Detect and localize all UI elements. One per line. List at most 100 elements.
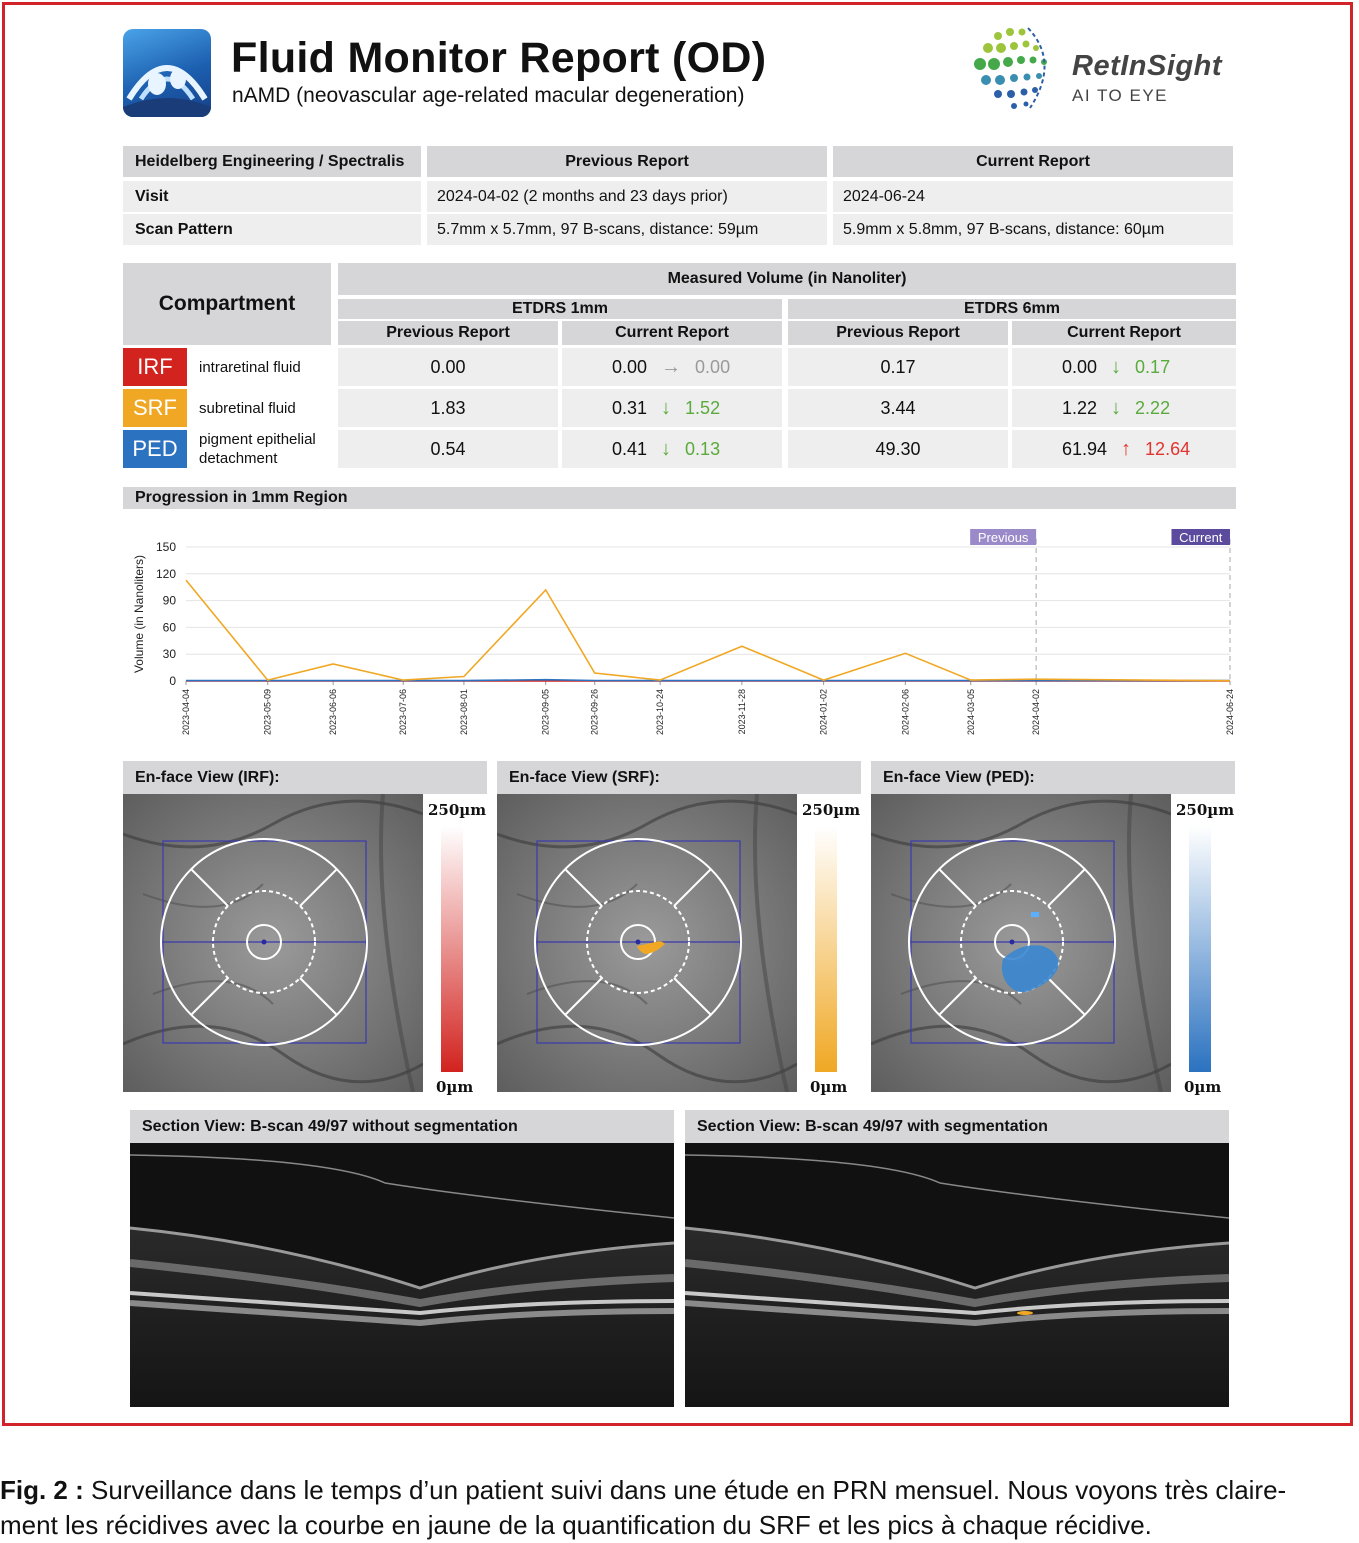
prev-report-header: Previous Report — [427, 146, 827, 177]
scan-pattern-curr: 5.9mm x 5.8mm, 97 B-scans, distance: 60µ… — [833, 214, 1233, 245]
etdrs1-delta-value: 0.00 — [695, 356, 731, 377]
report-frame — [2, 2, 1353, 1426]
marker-label: Previous — [978, 530, 1029, 545]
marker-badge — [970, 529, 1037, 545]
compartment-header: Compartment — [123, 263, 331, 345]
etdrs6-curr-cell: 0.00 ↓ 0.17 — [1012, 348, 1236, 386]
enface-ped-title: En-face View (PED): — [871, 761, 1235, 794]
enface-image — [123, 794, 423, 1092]
device-header: Heidelberg Engineering / Spectralis — [123, 146, 421, 177]
etdrs6-curr-cell: 1.22 ↓ 2.22 — [1012, 389, 1236, 427]
etdrs6-curr-value: 1.22 — [1062, 397, 1098, 418]
x-tick-label: 2024-06-24 — [1225, 689, 1235, 735]
visit-curr: 2024-06-24 — [833, 181, 1233, 212]
series-line-srf — [185, 579, 1231, 682]
etdrs1-prev-value: 0.54 — [338, 430, 558, 468]
etdrs1-curr-value: 0.31 — [612, 397, 648, 418]
y-tick-label: 0 — [169, 674, 176, 688]
etdrs6-delta-value: 2.22 — [1135, 397, 1171, 418]
page-subtitle: nAMD (neovascular age-related macular de… — [232, 84, 745, 107]
etdrs1-trend-arrow-icon: → — [661, 355, 682, 378]
etdrs6-delta-value: 12.64 — [1145, 438, 1191, 459]
compartment-badge: PED — [123, 430, 187, 468]
enface-image — [497, 794, 797, 1092]
progression-title: Progression in 1mm Region — [123, 487, 1236, 509]
etdrs-1mm-header: ETDRS 1mm — [338, 299, 782, 319]
marker-label: Current — [1179, 530, 1223, 545]
x-tick-label: 2024-02-06 — [900, 689, 910, 735]
etdrs-6mm-header: ETDRS 6mm — [788, 299, 1236, 319]
marker-badge — [1171, 529, 1230, 545]
color-scale-bar — [815, 826, 837, 1072]
compartment-badge: IRF — [123, 348, 187, 386]
etdrs1-prev-value: 1.83 — [338, 389, 558, 427]
etdrs6-trend-arrow-icon: ↓ — [1111, 355, 1122, 378]
scan-pattern-label: Scan Pattern — [123, 214, 421, 245]
enface-srf-title: En-face View (SRF): — [497, 761, 861, 794]
series-line-ped — [186, 678, 1230, 682]
x-tick-label: 2023-11-28 — [737, 689, 747, 734]
etdrs6-delta-value: 0.17 — [1135, 356, 1171, 377]
etdrs6-curr-value: 61.94 — [1062, 438, 1108, 459]
etdrs6-prev-header: Previous Report — [788, 321, 1008, 345]
x-tick-label: 2023-08-01 — [459, 689, 469, 735]
brand-name: RetInSight — [1072, 50, 1222, 82]
etdrs1-trend-arrow-icon: ↓ — [661, 437, 672, 460]
retinsight-logo-icon — [968, 22, 1060, 114]
color-scale-max: 250µm — [428, 801, 487, 819]
y-tick-label: 60 — [163, 620, 177, 634]
measured-volume-header: Measured Volume (in Nanoliter) — [338, 263, 1236, 295]
caption-line-2: ment les récidives avec la courbe en jau… — [0, 1510, 1152, 1540]
brand-tagline: AI TO EYE — [1072, 86, 1169, 105]
color-scale-max: 250µm — [1176, 801, 1235, 819]
section-view-seg-title: Section View: B-scan 49/97 with segmenta… — [685, 1110, 1229, 1143]
x-tick-label: 2023-09-26 — [590, 689, 600, 735]
etdrs1-curr-cell: 0.00 → 0.00 — [562, 348, 782, 386]
etdrs6-curr-cell: 61.94 ↑ 12.64 — [1012, 430, 1236, 468]
y-tick-label: 90 — [163, 594, 177, 608]
etdrs6-prev-value: 0.17 — [788, 348, 1008, 386]
compartment-name: pigment epithelial detachment — [187, 430, 331, 468]
etdrs1-delta-value: 1.52 — [685, 397, 721, 418]
etdrs1-trend-arrow-icon: ↓ — [661, 396, 672, 419]
visit-label: Visit — [123, 181, 421, 212]
x-tick-label: 2023-10-24 — [655, 689, 665, 735]
compartment-badge: SRF — [123, 389, 187, 427]
figure-caption: Fig. 2 : Surveillance dans le temps d’un… — [0, 1473, 1359, 1543]
x-tick-label: 2023-07-06 — [398, 689, 408, 735]
bscan-image-segmented — [685, 1143, 1229, 1407]
color-scale-bar — [441, 826, 463, 1072]
compartment-name: subretinal fluid — [187, 389, 331, 427]
etdrs1-curr-header: Current Report — [562, 321, 782, 345]
caption-label: Fig. 2 : — [0, 1475, 84, 1505]
y-axis-label: Volume (in Nanoliters) — [132, 555, 146, 673]
etdrs1-curr-cell: 0.41 ↓ 0.13 — [562, 430, 782, 468]
etdrs6-prev-value: 3.44 — [788, 389, 1008, 427]
color-scale-min: 0µm — [1184, 1078, 1222, 1096]
curr-report-header: Current Report — [833, 146, 1233, 177]
etdrs6-prev-value: 49.30 — [788, 430, 1008, 468]
etdrs1-curr-cell: 0.31 ↓ 1.52 — [562, 389, 782, 427]
section-view-plain-title: Section View: B-scan 49/97 without segme… — [130, 1110, 674, 1143]
etdrs6-trend-arrow-icon: ↑ — [1121, 437, 1132, 460]
etdrs1-curr-value: 0.00 — [612, 356, 648, 377]
x-tick-label: 2024-03-05 — [966, 689, 976, 735]
page-title: Fluid Monitor Report (OD) — [231, 34, 767, 82]
x-tick-label: 2023-06-06 — [328, 689, 338, 735]
app-logo-icon — [123, 29, 211, 117]
etdrs1-delta-value: 0.13 — [685, 438, 721, 459]
y-tick-label: 150 — [156, 540, 176, 554]
x-tick-label: 2023-09-05 — [541, 689, 551, 735]
x-tick-label: 2023-05-09 — [263, 689, 273, 735]
etdrs1-curr-value: 0.41 — [612, 438, 648, 459]
x-tick-label: 2023-04-04 — [181, 689, 191, 735]
enface-image — [871, 794, 1171, 1092]
color-scale-min: 0µm — [810, 1078, 848, 1096]
caption-line-1: Surveillance dans le temps d’un patient … — [83, 1475, 1287, 1505]
color-scale-bar — [1189, 826, 1211, 1072]
etdrs1-prev-value: 0.00 — [338, 348, 558, 386]
scan-pattern-prev: 5.7mm x 5.7mm, 97 B-scans, distance: 59µ… — [427, 214, 827, 245]
bscan-image-plain — [130, 1143, 674, 1407]
y-tick-label: 30 — [163, 647, 177, 661]
color-scale-max: 250µm — [802, 801, 861, 819]
